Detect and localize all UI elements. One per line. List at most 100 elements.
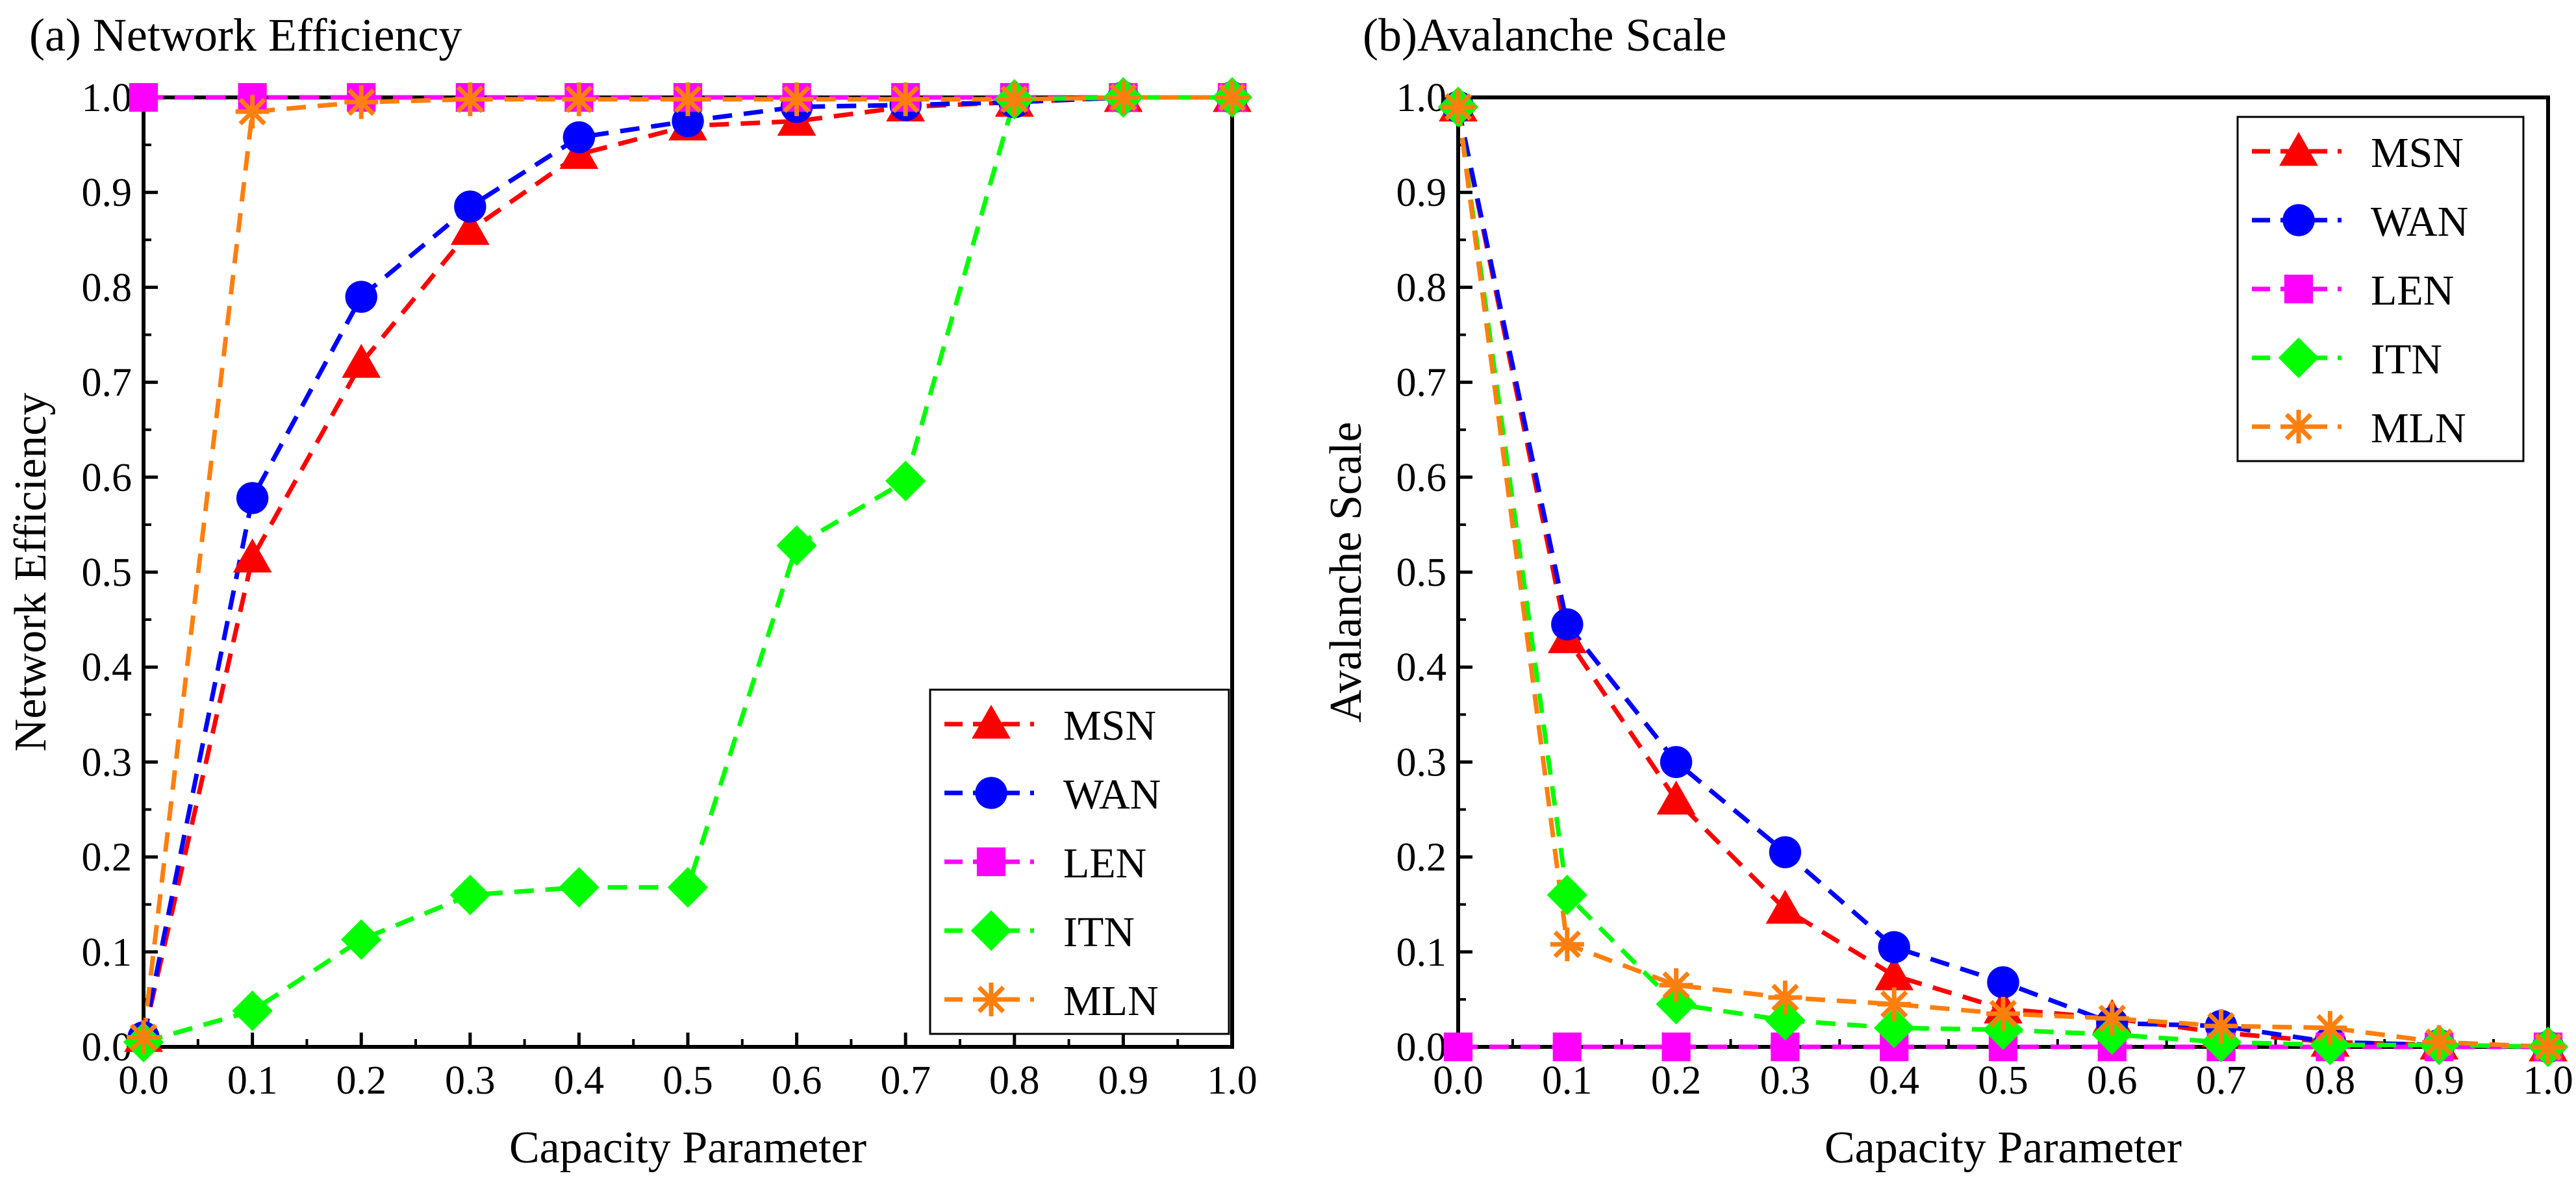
data-point-mln bbox=[1215, 81, 1249, 114]
data-point-mln bbox=[2095, 1001, 2129, 1036]
data-point-mln bbox=[1550, 927, 1584, 962]
series-line-mln bbox=[141, 95, 1232, 1038]
legend-marker bbox=[2279, 132, 2318, 166]
x-tick-label: 0.4 bbox=[554, 1059, 605, 1103]
legend-item-itn: ITN bbox=[944, 909, 1135, 956]
data-point-mln bbox=[235, 94, 270, 129]
y-tick-label: 0.2 bbox=[82, 836, 133, 880]
data-point-mln bbox=[562, 82, 596, 116]
data-point-mln bbox=[997, 82, 1031, 116]
y-tick-label: 0.3 bbox=[82, 740, 133, 785]
data-point-len bbox=[1552, 1032, 1582, 1062]
x-tick-label: 0.3 bbox=[445, 1059, 496, 1103]
data-point-msn bbox=[1875, 956, 1914, 990]
data-point-mln bbox=[2313, 1011, 2347, 1045]
data-point-mln bbox=[2422, 1025, 2456, 1059]
data-point-wan bbox=[562, 121, 596, 154]
x-axis-label: Capacity Parameter bbox=[509, 1123, 866, 1173]
legend-marker bbox=[2282, 204, 2315, 236]
data-point-msn bbox=[342, 344, 381, 378]
legend-item-wan: WAN bbox=[2252, 198, 2468, 245]
y-tick-label: 0.6 bbox=[1396, 456, 1447, 500]
y-axis-label: Network Efficiency bbox=[6, 393, 56, 752]
chart-avalanche-scale: (b)Avalanche Scale 0.0 0.1 0.2 0.3 0.4 0.5 0.6 0… bbox=[1321, 9, 2573, 1173]
data-point-msn bbox=[1765, 890, 1805, 924]
chart-title: (b)Avalanche Scale bbox=[1363, 9, 1726, 61]
y-tick-label: 0.2 bbox=[1396, 836, 1447, 880]
legend-marker bbox=[972, 705, 1011, 739]
y-tick-label: 1.0 bbox=[1396, 76, 1447, 120]
y-tick-label: 0.0 bbox=[82, 1025, 133, 1070]
legend-item-mln: MLN bbox=[2252, 405, 2466, 452]
x-tick-label: 0.2 bbox=[336, 1059, 386, 1103]
legend-item-mln: MLN bbox=[944, 977, 1159, 1025]
data-point-mln bbox=[127, 1020, 160, 1055]
chart-title: (a) Network Efficiency bbox=[29, 9, 462, 61]
legend-label: ITN bbox=[1063, 909, 1135, 956]
data-point-mln bbox=[671, 82, 705, 116]
y-tick-label: 0.6 bbox=[82, 456, 133, 500]
data-point-itn bbox=[559, 867, 600, 908]
data-point-wan bbox=[345, 281, 377, 313]
data-point-mln bbox=[344, 85, 379, 119]
legend-item-msn: MSN bbox=[2252, 129, 2464, 177]
data-point-msn bbox=[233, 538, 272, 573]
y-tick-label: 0.8 bbox=[82, 266, 133, 310]
data-point-itn bbox=[1874, 1007, 1915, 1048]
data-point-mln bbox=[889, 82, 923, 116]
y-tick-label: 0.9 bbox=[1396, 171, 1447, 215]
series-markers-mln bbox=[1441, 90, 2565, 1064]
legend-marker bbox=[976, 847, 1006, 877]
legend-label: LEN bbox=[1063, 840, 1146, 887]
data-point-itn bbox=[449, 874, 490, 916]
x-tick-label: 0.3 bbox=[1760, 1059, 1811, 1103]
x-tick-label: 0.1 bbox=[227, 1059, 278, 1103]
x-tick-label: 0.1 bbox=[1542, 1059, 1593, 1103]
legend-item-itn: ITN bbox=[2252, 336, 2442, 383]
data-point-wan bbox=[454, 190, 486, 223]
data-point-itn bbox=[885, 460, 926, 501]
y-tick-label: 0.4 bbox=[82, 646, 133, 690]
x-tick-label: 0.6 bbox=[772, 1059, 822, 1103]
x-tick-label: 0.7 bbox=[880, 1059, 931, 1103]
data-point-msn bbox=[450, 210, 490, 245]
y-tick-label: 0.7 bbox=[82, 361, 133, 405]
data-point-mln bbox=[1986, 996, 2020, 1031]
data-point-msn bbox=[1656, 780, 1696, 815]
data-point-wan bbox=[236, 482, 269, 514]
y-tick-label: 0.1 bbox=[82, 931, 133, 975]
x-tick-label: 0.2 bbox=[1651, 1059, 1702, 1103]
legend: MSN WAN LEN ITN MLN bbox=[929, 688, 1230, 1035]
legend-label: MLN bbox=[1063, 977, 1159, 1025]
y-tick-label: 0.5 bbox=[82, 551, 133, 595]
data-point-wan bbox=[1878, 931, 1910, 964]
legend-marker bbox=[2284, 274, 2314, 304]
data-point-itn bbox=[1547, 874, 1587, 916]
y-tick-label: 0.8 bbox=[1396, 266, 1447, 310]
data-point-wan bbox=[1987, 966, 2019, 999]
legend-marker bbox=[2278, 337, 2319, 379]
x-tick-label: 0.0 bbox=[1433, 1059, 1484, 1103]
y-tick-label: 0.4 bbox=[1396, 646, 1447, 690]
data-point-wan bbox=[1551, 608, 1584, 641]
data-point-wan bbox=[672, 105, 704, 138]
legend-label: MLN bbox=[2371, 405, 2466, 452]
data-point-len bbox=[1443, 1032, 1473, 1062]
legend-label: MSN bbox=[2371, 129, 2464, 177]
data-point-mln bbox=[1441, 90, 1475, 124]
legend-label: ITN bbox=[2371, 336, 2442, 383]
data-point-mln bbox=[453, 82, 487, 116]
x-tick-label: 0.7 bbox=[2196, 1059, 2247, 1103]
legend-marker bbox=[2282, 410, 2316, 444]
x-tick-label: 0.5 bbox=[1978, 1059, 2028, 1103]
x-axis-label: Capacity Parameter bbox=[1825, 1123, 2182, 1173]
data-point-mln bbox=[2531, 1030, 2565, 1064]
x-tick-label: 0.0 bbox=[118, 1059, 169, 1103]
x-tick-label: 0.9 bbox=[1098, 1059, 1149, 1103]
legend-item-len: LEN bbox=[2252, 267, 2454, 314]
data-point-itn bbox=[776, 525, 817, 566]
data-point-itn bbox=[667, 867, 709, 908]
legend-item-len: LEN bbox=[944, 840, 1146, 887]
x-tick-label: 0.9 bbox=[2414, 1059, 2464, 1103]
legend-label: WAN bbox=[2371, 198, 2468, 245]
